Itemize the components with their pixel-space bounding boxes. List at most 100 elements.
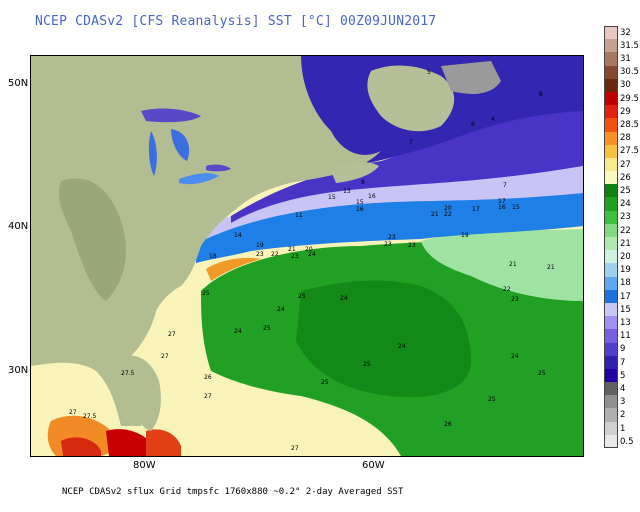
colorbar-label: 9	[620, 344, 626, 355]
colorbar-swatch	[604, 65, 618, 79]
sst-value-label: 26	[204, 374, 212, 381]
colorbar-label: 19	[620, 265, 631, 276]
land-highlands	[59, 178, 126, 301]
colorbar-swatch	[604, 263, 618, 277]
colorbar-label: 24	[620, 199, 631, 210]
sst-value-label: 16	[498, 204, 506, 211]
sst-value-label: 19	[461, 232, 469, 239]
colorbar-label: 30	[620, 80, 631, 91]
colorbar-label: 3	[620, 397, 626, 408]
sst-value-label: 21	[509, 261, 517, 268]
land-newfoundland	[367, 65, 455, 132]
sst-value-label: 22	[271, 251, 279, 258]
ocean-blue-front	[196, 189, 583, 263]
sst-value-label: 24	[511, 353, 519, 360]
sst-value-label: 23	[256, 251, 264, 258]
colorbar-label: 27	[620, 159, 631, 170]
lon-label-60w: 60W	[362, 460, 385, 471]
colorbar-label: 13	[620, 317, 631, 328]
sst-value-label: 23	[408, 242, 416, 249]
map-footer: NCEP CDASv2 sflux Grid tmpsfc 1760x880 ~…	[62, 487, 404, 497]
sst-value-label: 8	[361, 179, 365, 186]
sst-value-label: 25	[363, 361, 371, 368]
colorbar-swatch	[604, 223, 618, 237]
colorbar-label: 20	[620, 251, 631, 262]
sst-value-label: 25	[488, 396, 496, 403]
colorbar-swatch	[604, 276, 618, 290]
colorbar-label: 29	[620, 106, 631, 117]
colorbar-label: 21	[620, 238, 631, 249]
colorbar-label: 7	[620, 357, 626, 368]
colorbar-label: 30.5	[620, 67, 639, 78]
colorbar-swatch	[604, 329, 618, 343]
sst-value-label: 25	[202, 290, 210, 297]
colorbar-swatch	[604, 210, 618, 224]
colorbar-label: 2	[620, 410, 626, 421]
land-florida	[124, 355, 161, 431]
sst-value-label: 7	[503, 182, 507, 189]
gulf-hot-core	[61, 437, 101, 456]
sst-value-label: 8	[539, 91, 543, 98]
sst-value-label: 16	[368, 193, 376, 200]
colorbar-swatch	[604, 184, 618, 198]
sst-value-label: 14	[234, 232, 242, 239]
sst-value-label: 24	[308, 251, 316, 258]
colorbar-label: 25	[620, 185, 631, 196]
colorbar-swatch	[604, 131, 618, 145]
colorbar-swatch	[604, 250, 618, 264]
colorbar-swatch	[604, 118, 618, 132]
sst-value-label: 24	[277, 306, 285, 313]
colorbar-label: 1	[620, 423, 626, 434]
colorbar	[604, 26, 618, 448]
ocean-cold-slope	[206, 161, 583, 239]
colorbar-swatch	[604, 197, 618, 211]
sst-value-label: 16	[356, 206, 364, 213]
sst-value-label: 24	[234, 328, 242, 335]
colorbar-label: 31	[620, 53, 631, 64]
sst-value-label: 17	[472, 206, 480, 213]
colorbar-swatch	[604, 144, 618, 158]
colorbar-label: 17	[620, 291, 631, 302]
colorbar-swatch	[604, 26, 618, 40]
colorbar-label: 27.5	[620, 146, 639, 157]
colorbar-swatch	[604, 78, 618, 92]
ice-labrador	[441, 61, 501, 94]
colorbar-label: 28.5	[620, 119, 639, 130]
sst-value-label: 21	[431, 211, 439, 218]
colorbar-swatch	[604, 421, 618, 435]
colorbar-swatch	[604, 368, 618, 383]
colorbar-label: 4	[620, 383, 626, 394]
sst-value-label: 27	[204, 393, 212, 400]
sst-value-label: 23	[511, 296, 519, 303]
sst-value-label: 23	[291, 253, 299, 260]
colorbar-swatch	[604, 316, 618, 330]
lat-label-50n: 50N	[8, 78, 29, 89]
colorbar-label: 23	[620, 212, 631, 223]
colorbar-label: 22	[620, 225, 631, 236]
lake-michigan	[148, 131, 157, 176]
lat-label-30n: 30N	[8, 365, 29, 376]
colorbar-label: 11	[620, 331, 631, 342]
land-nova-scotia	[331, 161, 379, 183]
florida-strait-hot	[106, 429, 151, 456]
land-north-america	[31, 56, 381, 426]
sst-value-label: 25	[298, 293, 306, 300]
colorbar-label: 29.5	[620, 93, 639, 104]
colorbar-swatch	[604, 52, 618, 66]
colorbar-swatch	[604, 237, 618, 251]
sst-value-label: 21	[547, 264, 555, 271]
lat-label-40n: 40N	[8, 221, 29, 232]
sst-value-label: 15	[356, 199, 364, 206]
sst-value-label: 25	[321, 379, 329, 386]
sst-value-label: 5	[427, 69, 431, 76]
sst-value-label: 20	[305, 246, 313, 253]
sst-value-label: 6	[471, 121, 475, 128]
map-title: NCEP CDASv2 [CFS Reanalysis] SST [°C] 00…	[35, 14, 437, 29]
sst-value-label: 23	[388, 234, 396, 241]
colorbar-label: 28	[620, 133, 631, 144]
sst-value-label: 19	[256, 242, 264, 249]
sst-value-label: 25	[263, 325, 271, 332]
lon-label-80w: 80W	[133, 460, 156, 471]
